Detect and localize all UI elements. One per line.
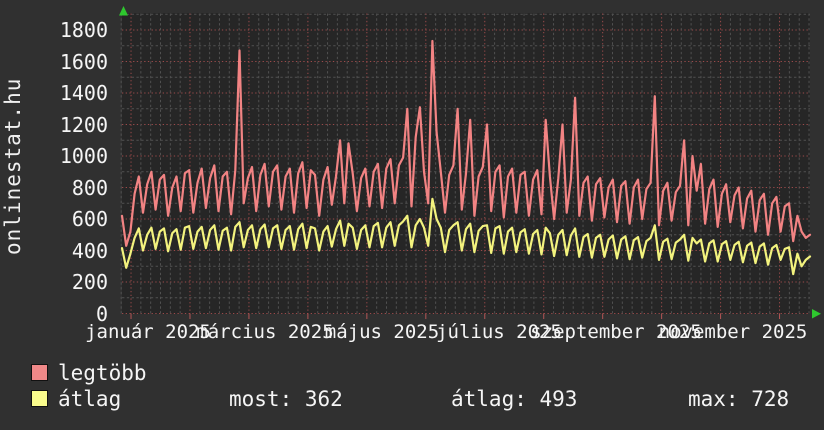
stat-max: max: 728	[688, 387, 790, 411]
x-tick-label: november 2025	[658, 321, 808, 343]
x-axis-arrow-right-icon	[812, 309, 821, 319]
y-tick-label: 1000	[59, 144, 108, 168]
y-axis-arrow-up-icon	[119, 6, 128, 16]
axis-arrow-icons	[119, 6, 821, 319]
axis-tick-marks	[130, 313, 781, 319]
legend-label-legtobb: legtöbb	[58, 361, 147, 385]
x-tick-label: január 2025	[85, 321, 211, 343]
grid-lines	[120, 13, 810, 314]
x-tick-label: március 2025	[196, 321, 334, 343]
y-tick-label: 600	[71, 207, 108, 231]
legend-swatch-red	[31, 364, 48, 381]
y-tick-label: 1400	[59, 81, 108, 105]
series-line-atlag	[120, 197, 812, 276]
legend-label-atlag: átlag	[58, 387, 122, 411]
y-tick-label: 200	[71, 270, 108, 294]
series-line-legtobb	[120, 39, 812, 247]
x-tick-label: július 2025	[436, 321, 562, 343]
y-tick-label: 1800	[59, 18, 108, 42]
data-series-lines	[120, 39, 812, 276]
y-tick-label: 800	[71, 175, 108, 200]
y-tick-label: 1200	[59, 112, 108, 137]
stat-atlag: átlag: 493	[451, 387, 578, 411]
y-tick-label: 1600	[59, 49, 108, 74]
stat-most: most: 362	[229, 387, 343, 411]
x-tick-label: május 2025	[324, 321, 440, 343]
legend-swatch-yellow	[31, 390, 48, 407]
x-tick-label: szeptember 2025	[530, 321, 702, 343]
y-tick-label: 0	[95, 301, 108, 326]
y-tick-label: 400	[71, 238, 108, 263]
